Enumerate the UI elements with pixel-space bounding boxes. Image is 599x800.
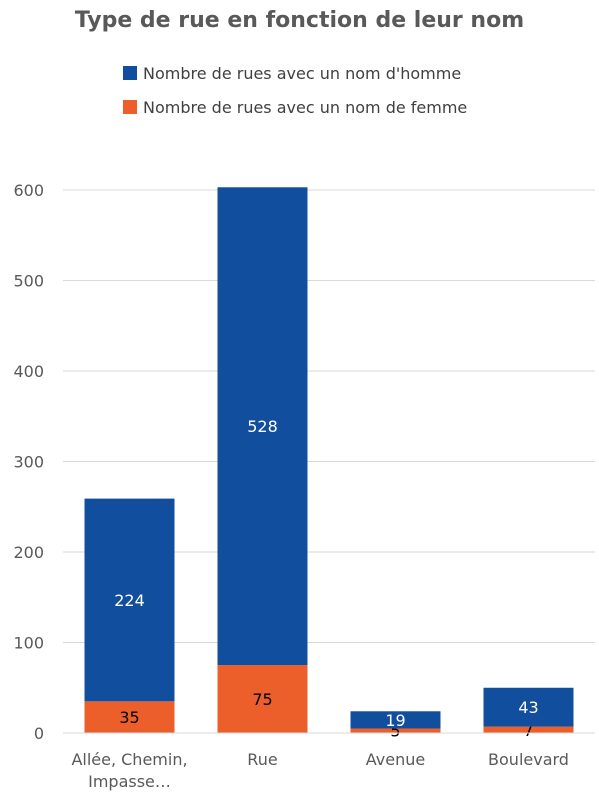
category-label: Avenue bbox=[366, 750, 425, 769]
legend-swatch-women bbox=[123, 100, 137, 114]
data-label: 7 bbox=[523, 721, 533, 740]
data-label: 528 bbox=[247, 417, 278, 436]
chart-title: Type de rue en fonction de leur nom bbox=[74, 8, 525, 33]
legend-label-women: Nombre de rues avec un nom de femme bbox=[143, 97, 468, 117]
bar-segment bbox=[217, 665, 308, 733]
category-label: Impasse… bbox=[88, 772, 171, 791]
y-tick-label: 300 bbox=[13, 453, 44, 472]
legend-label-men: Nombre de rues avec un nom d'homme bbox=[143, 63, 462, 83]
category-label: Rue bbox=[247, 750, 277, 769]
data-label: 43 bbox=[518, 698, 538, 717]
category-label: Boulevard bbox=[488, 750, 569, 769]
legend-swatch-men bbox=[123, 66, 137, 80]
bar-segment bbox=[483, 687, 574, 727]
data-label: 19 bbox=[385, 711, 405, 730]
bar-segment bbox=[483, 726, 574, 733]
category-label: Allée, Chemin, bbox=[71, 750, 187, 769]
data-label: 5 bbox=[390, 722, 400, 741]
bar-segment bbox=[350, 711, 441, 729]
y-tick-label: 0 bbox=[34, 724, 44, 743]
bar-segment bbox=[84, 498, 175, 702]
y-tick-label: 500 bbox=[13, 272, 44, 291]
data-label: 75 bbox=[252, 690, 272, 709]
y-tick-label: 100 bbox=[13, 634, 44, 653]
legend-item-men: Nombre de rues avec un nom d'homme bbox=[123, 62, 461, 84]
y-tick-label: 200 bbox=[13, 543, 44, 562]
y-tick-label: 600 bbox=[13, 181, 44, 200]
data-label: 224 bbox=[114, 591, 145, 610]
data-label: 35 bbox=[119, 708, 139, 727]
bar-segment bbox=[84, 701, 175, 733]
bar-segment bbox=[350, 728, 441, 733]
legend-item-women: Nombre de rues avec un nom de femme bbox=[123, 96, 467, 118]
y-tick-label: 400 bbox=[13, 362, 44, 381]
bar-segment bbox=[217, 187, 308, 666]
